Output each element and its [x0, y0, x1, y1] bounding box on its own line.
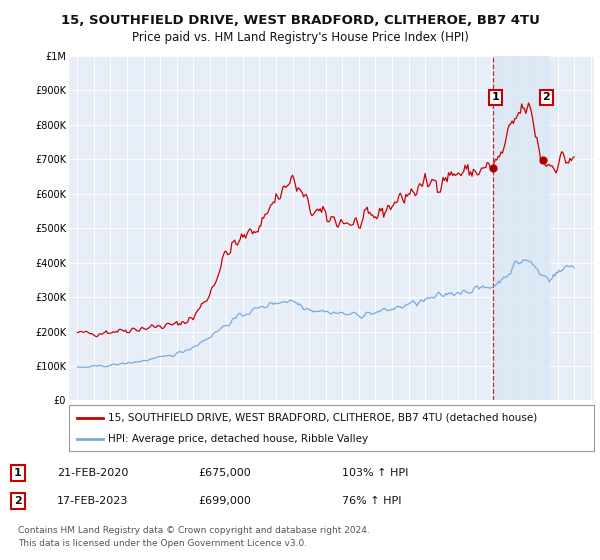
Text: 103% ↑ HPI: 103% ↑ HPI — [342, 468, 409, 478]
Text: 17-FEB-2023: 17-FEB-2023 — [57, 496, 128, 506]
Bar — [493, 56, 549, 400]
Text: £699,000: £699,000 — [198, 496, 251, 506]
Text: This data is licensed under the Open Government Licence v3.0.: This data is licensed under the Open Gov… — [18, 539, 307, 548]
Text: 76% ↑ HPI: 76% ↑ HPI — [342, 496, 401, 506]
Text: HPI: Average price, detached house, Ribble Valley: HPI: Average price, detached house, Ribb… — [109, 435, 368, 444]
Text: 2: 2 — [14, 496, 22, 506]
Text: 21-FEB-2020: 21-FEB-2020 — [57, 468, 128, 478]
Text: 2: 2 — [542, 92, 550, 102]
Text: £675,000: £675,000 — [198, 468, 251, 478]
Text: Price paid vs. HM Land Registry's House Price Index (HPI): Price paid vs. HM Land Registry's House … — [131, 31, 469, 44]
Text: 15, SOUTHFIELD DRIVE, WEST BRADFORD, CLITHEROE, BB7 4TU (detached house): 15, SOUTHFIELD DRIVE, WEST BRADFORD, CLI… — [109, 413, 538, 423]
Text: 15, SOUTHFIELD DRIVE, WEST BRADFORD, CLITHEROE, BB7 4TU: 15, SOUTHFIELD DRIVE, WEST BRADFORD, CLI… — [61, 14, 539, 27]
Text: Contains HM Land Registry data © Crown copyright and database right 2024.: Contains HM Land Registry data © Crown c… — [18, 526, 370, 535]
Text: 1: 1 — [14, 468, 22, 478]
Text: 1: 1 — [492, 92, 500, 102]
